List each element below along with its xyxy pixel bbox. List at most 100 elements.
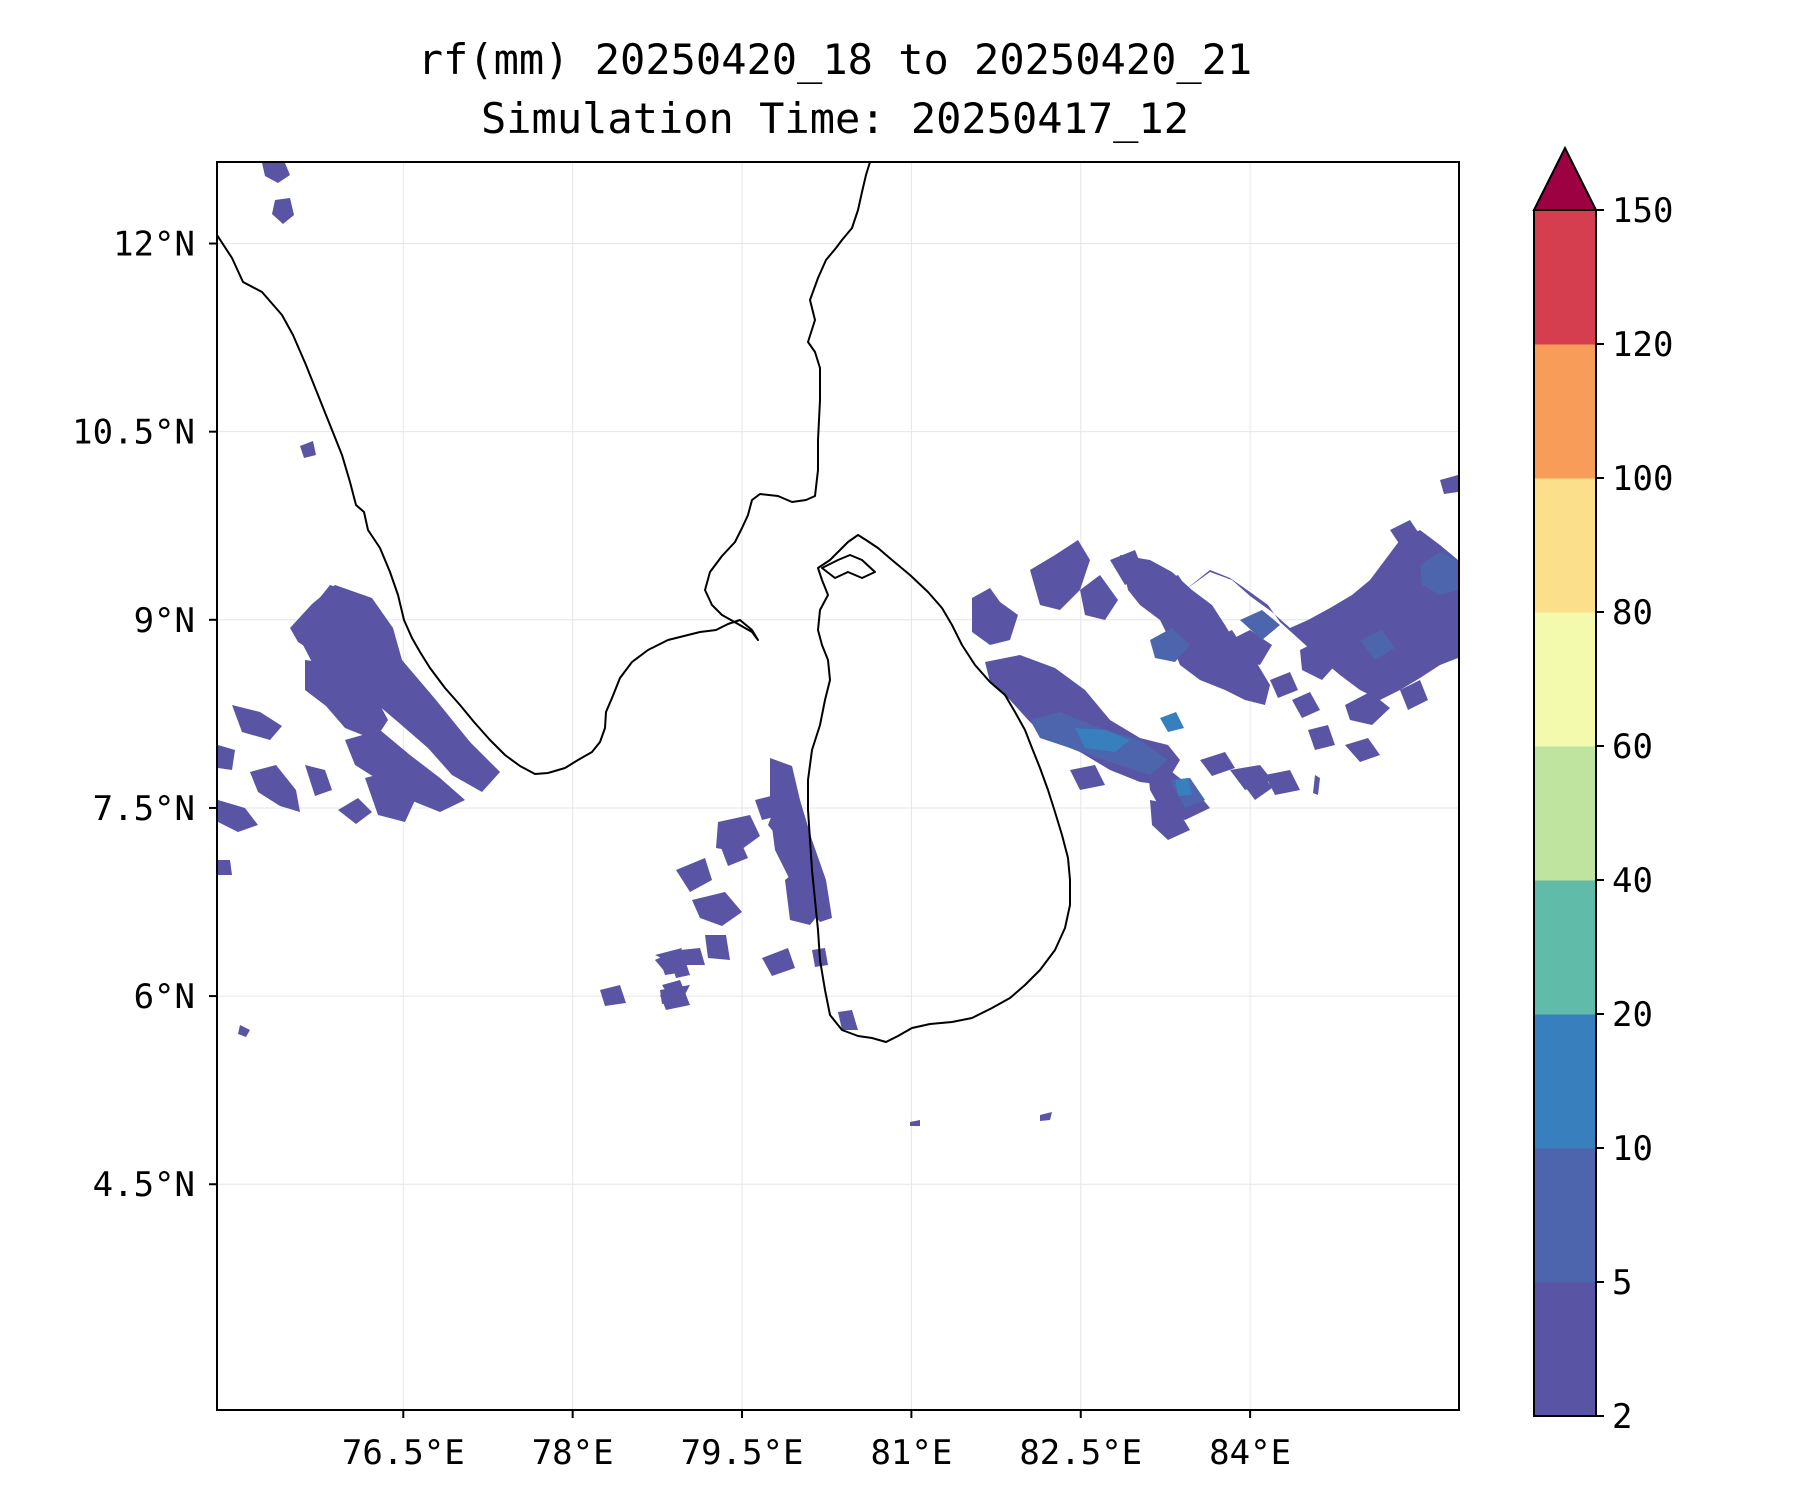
y-tick-label-5: 4.5°N	[93, 1165, 195, 1205]
rain-cell-arabian-sea-15	[218, 745, 235, 770]
rain-cell-arabian-sea-3	[300, 441, 316, 458]
rain-cell-mid-3	[1240, 610, 1280, 640]
rain-cell-arabian-sea-13	[365, 770, 422, 822]
colorbar-blocks	[1534, 210, 1596, 1417]
rain-cell-bay-of-bengal-3	[1030, 540, 1090, 610]
rain-cell-bay-of-bengal-12	[1292, 692, 1320, 718]
rain-cell-arabian-sea-17	[303, 640, 332, 668]
colorbar-block-7	[1534, 344, 1596, 479]
colorbar-label-1: 5	[1612, 1263, 1632, 1303]
rain-cell-mid-2	[1150, 628, 1190, 662]
rain-cell-bay-of-bengal-26	[1200, 752, 1235, 776]
x-tick-label-2: 79.5°E	[681, 1433, 804, 1473]
rain-cell-west-srilanka-15	[600, 985, 626, 1006]
latitude-tick-labels: 12°N 10.5°N 9°N 7.5°N 6°N 4.5°N	[72, 225, 195, 1206]
map-gridlines	[217, 162, 1459, 1410]
rain-cell-west-srilanka-23	[660, 955, 685, 975]
rain-cell-bay-of-bengal-14	[1270, 672, 1298, 698]
rain-cell-west-srilanka-3	[716, 815, 760, 852]
coastline-jaffna	[821, 554, 876, 579]
colorbar-label-8: 120	[1612, 325, 1673, 365]
rain-cell-arabian-sea-4	[290, 585, 500, 792]
colorbar-label-5: 60	[1612, 727, 1653, 767]
rain-cell-bay-of-bengal-23	[1070, 765, 1105, 790]
rain-cell-bay-of-bengal-11	[1345, 692, 1390, 725]
rainfall-shading	[218, 163, 1458, 1126]
rain-cell-west-srilanka-18	[838, 1010, 858, 1030]
colorbar-label-2: 10	[1612, 1129, 1653, 1169]
rain-cell-west-srilanka-19	[660, 985, 690, 1004]
colorbar-block-4	[1534, 746, 1596, 881]
colorbar-block-5	[1534, 612, 1596, 747]
rain-cell-high-2	[1160, 712, 1184, 732]
rain-cell-bay-of-bengal-7	[1155, 575, 1195, 620]
colorbar-label-7: 100	[1612, 459, 1673, 499]
rain-cell-arabian-sea-16	[238, 1025, 250, 1037]
y-tick-label-2: 9°N	[134, 601, 195, 641]
rain-cell-bay-of-bengal-13	[1210, 630, 1245, 660]
rain-cell-bay-of-bengal-4	[1080, 575, 1118, 620]
rain-cell-west-srilanka-6	[705, 935, 730, 960]
rain-cell-bay-of-bengal-15	[1345, 738, 1380, 762]
x-tick-label-0: 76.5°E	[342, 1433, 465, 1473]
colorbar-label-9: 150	[1612, 191, 1673, 231]
rain-cell-arabian-sea-5	[318, 585, 352, 615]
rain-cell-bay-of-bengal-17	[1390, 520, 1420, 545]
rain-cell-bay-of-bengal-19	[1440, 475, 1458, 494]
rain-cell-west-srilanka-4	[676, 858, 712, 892]
rain-cell-bay-of-bengal-27	[1313, 775, 1320, 795]
rain-cell-high-3	[1175, 778, 1192, 796]
y-tick-label-4: 6°N	[134, 977, 195, 1017]
rain-cell-arabian-sea-10	[218, 800, 258, 832]
coastline-india-west	[217, 234, 549, 775]
colorbar-label-4: 40	[1612, 861, 1653, 901]
rain-cell-arabian-sea-9	[250, 765, 300, 812]
colorbar-block-0	[1534, 1282, 1596, 1417]
map-tick-marks	[209, 242, 1252, 1418]
x-tick-label-3: 81°E	[870, 1433, 952, 1473]
colorbar-label-6: 80	[1612, 593, 1653, 633]
longitude-tick-labels: 76.5°E 78°E 79.5°E 81°E 82.5°E 84°E	[342, 1433, 1291, 1473]
coastlines	[217, 162, 1071, 1043]
rain-cell-arabian-sea-12	[218, 860, 232, 875]
x-tick-label-4: 82.5°E	[1019, 1433, 1142, 1473]
rain-cell-high-1	[1075, 728, 1130, 752]
rain-cell-west-srilanka-12	[680, 948, 705, 965]
rain-cell-bay-of-bengal-25	[1265, 770, 1300, 795]
rain-cell-bay-of-bengal-16	[1308, 725, 1335, 750]
map-panel[interactable]: 76.5°E 78°E 79.5°E 81°E 82.5°E 84°E 12°N 10.5°…	[72, 161, 1460, 1473]
coastline-srilanka	[807, 534, 1071, 1043]
x-tick-label-5: 84°E	[1209, 1433, 1291, 1473]
rain-cell-bay-of-bengal-1	[972, 588, 1018, 645]
colorbar-block-3	[1534, 880, 1596, 1015]
rain-cell-arabian-sea-2	[272, 198, 294, 224]
coastline-india-south-east	[547, 162, 871, 774]
figure-title: rf(mm) 20250420_18 to 20250420_21	[418, 35, 1252, 84]
rain-cell-arabian-sea-7	[345, 730, 465, 812]
rain-cell-bay-of-bengal-22	[1150, 800, 1190, 840]
y-tick-label-0: 12°N	[113, 225, 195, 265]
rain-cell-mid-5	[1420, 552, 1458, 595]
colorbar-block-6	[1534, 478, 1596, 613]
rain-cell-arabian-sea-11	[338, 798, 372, 824]
rain-cell-bay-of-bengal-18	[1400, 680, 1428, 710]
y-tick-label-3: 7.5°N	[93, 789, 195, 829]
colorbar-frame	[1533, 209, 1597, 1417]
rain-cell-arabian-sea-8	[232, 705, 282, 740]
colorbar-tick-marks	[1596, 209, 1604, 1417]
rain-cell-west-srilanka-21	[720, 840, 748, 866]
colorbar: 2 5 10 20 40 60 80 100 120 150	[1532, 145, 1673, 1437]
rain-cell-bay-of-bengal-28	[1040, 1112, 1052, 1121]
rain-cell-west-srilanka-5	[692, 892, 742, 926]
rain-cell-bay-of-bengal-29	[910, 1120, 920, 1126]
rain-cell-west-srilanka-22	[755, 795, 782, 820]
map-frame	[216, 161, 1460, 1411]
rain-cell-arabian-sea-14	[305, 765, 332, 796]
rain-cell-arabian-sea-1	[262, 163, 290, 183]
y-tick-label-1: 10.5°N	[72, 413, 195, 453]
colorbar-block-8	[1534, 210, 1596, 345]
colorbar-extend-arrow	[1532, 145, 1598, 211]
rain-cell-west-srilanka-2	[768, 800, 790, 840]
colorbar-block-2	[1534, 1014, 1596, 1149]
